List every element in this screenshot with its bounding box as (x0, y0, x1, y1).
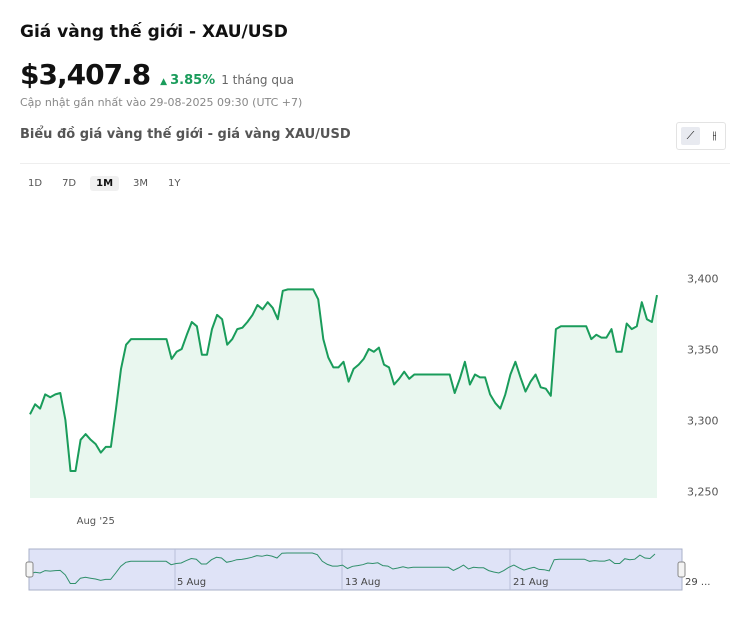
navigator-label: 21 Aug (513, 577, 548, 588)
navigator-label: 29 ... (685, 577, 710, 588)
range-button[interactable]: 1Y (168, 178, 181, 189)
range-button[interactable]: 7D (62, 178, 77, 189)
chart-title: Biểu đồ giá vàng thế giới - giá vàng XAU… (20, 127, 351, 142)
range-button[interactable]: 1D (28, 178, 43, 189)
candle-icon[interactable]: ⫲ (712, 129, 717, 142)
navigator-label: 13 Aug (345, 577, 380, 588)
separator (20, 163, 730, 164)
y-tick-label: 3,400 (687, 272, 719, 285)
navigator-label: 5 Aug (177, 577, 206, 588)
range-button[interactable]: 1M (90, 176, 120, 191)
x-tick-label: Aug '25 (77, 516, 115, 527)
y-tick-label: 3,300 (687, 414, 719, 427)
period: 1 tháng qua (221, 73, 294, 87)
navigator-handle[interactable] (677, 561, 686, 578)
change: 3.85% (170, 73, 216, 88)
range-button[interactable]: 3M (133, 178, 149, 189)
line-icon[interactable]: ⟋ (681, 127, 700, 145)
price: $3,407.8 (20, 58, 151, 91)
range-buttons: 1D 7D 1M 3M 1Y (22, 176, 187, 191)
area (30, 289, 657, 498)
y-tick-label: 3,250 (687, 485, 719, 498)
updated: Cập nhật gần nhất vào 29-08-2025 09:30 (… (20, 96, 303, 109)
chart-type-toggle: ⟋ ⫲ (676, 122, 726, 150)
up-arrow: ▲ (160, 77, 168, 87)
price-row: $3,407.8 ▲ 3.85% 1 tháng qua (20, 58, 294, 91)
title: Giá vàng thế giới - XAU/USD (20, 22, 288, 42)
navigator-handle[interactable] (25, 561, 34, 578)
y-tick-label: 3,350 (687, 343, 719, 356)
line (29, 288, 658, 472)
navigator-line (29, 552, 656, 584)
